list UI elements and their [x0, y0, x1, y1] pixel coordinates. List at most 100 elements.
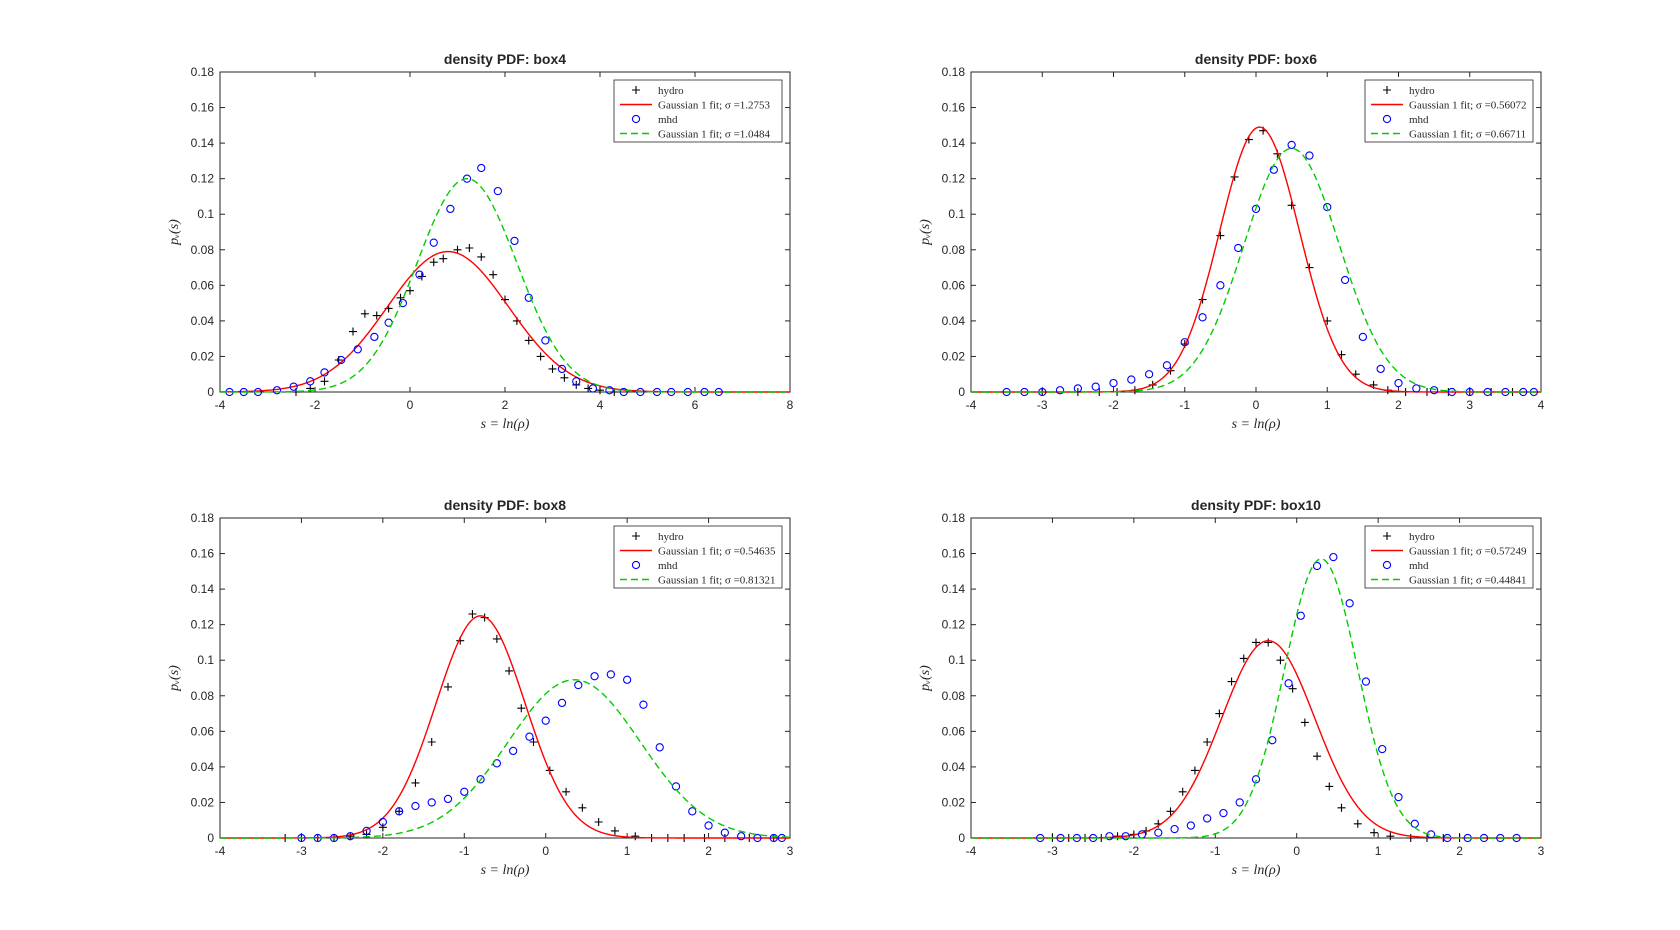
mhd-data-point [1323, 202, 1332, 212]
series-fit-line-1 [220, 615, 790, 839]
hydro-data-point [578, 803, 587, 812]
y-tick-label: 0 [207, 831, 214, 845]
mhd-data-point [720, 828, 730, 837]
x-tick-label: 2 [502, 398, 509, 412]
mhd-data-point [639, 700, 648, 709]
mhd-data-point [1127, 375, 1136, 384]
mhd-data-point [1144, 370, 1154, 379]
series-fit-line-3 [220, 679, 791, 839]
x-tick-label: -2 [310, 398, 321, 412]
legend-label: Gaussian 1 fit; σ =0.66711 [1409, 129, 1526, 141]
hydro-data-point [395, 807, 404, 816]
legend-label: mhd [1409, 560, 1429, 572]
mhd-data-point [1109, 378, 1118, 388]
x-tick-label: -3 [1047, 844, 1058, 858]
y-tick-label: 0.18 [942, 65, 966, 79]
legend-symbol-plus [1383, 532, 1391, 540]
mhd-data-point [1219, 808, 1228, 818]
hydro-data-point [360, 309, 369, 318]
mhd-data-point [306, 377, 315, 386]
legend-label: hydro [1409, 85, 1435, 97]
legend-label: hydro [658, 531, 684, 543]
hydro-data-point [505, 666, 514, 675]
x-tick-label: -1 [1210, 844, 1221, 858]
hydro-data-point [477, 252, 486, 261]
mhd-data-point [704, 821, 713, 830]
mhd-data-point [460, 787, 469, 796]
hydro-data-point [1252, 638, 1260, 647]
mhd-data-point [1234, 243, 1243, 253]
x-tick-label: -2 [378, 844, 389, 858]
mhd-data-point [588, 384, 598, 393]
hydro-data-point [596, 386, 604, 395]
mhd-data-point [1202, 814, 1212, 823]
y-axis-label: pᵥ(s) [167, 219, 182, 246]
mhd-data-point [320, 368, 329, 377]
hydro-data-point [562, 787, 571, 796]
hydro-data-point [411, 778, 420, 787]
mhd-data-point [1429, 386, 1439, 395]
mhd-data-point [1170, 824, 1179, 834]
mhd-data-point [1394, 792, 1403, 802]
x-axis-label: s = ln(ρ) [481, 863, 530, 878]
x-tick-label: 3 [787, 844, 794, 858]
mhd-data-point [1358, 332, 1368, 342]
y-tick-label: 0.12 [191, 618, 215, 632]
hydro-data-point [594, 818, 603, 826]
x-tick-label: 1 [1324, 398, 1331, 412]
mhd-data-point [1154, 828, 1163, 837]
mhd-data-point [688, 807, 697, 816]
y-tick-label: 0.08 [942, 689, 966, 703]
y-tick-label: 0.18 [942, 511, 966, 525]
x-tick-label: -4 [966, 398, 977, 412]
legend-label: Gaussian 1 fit; σ =0.44841 [1409, 575, 1527, 587]
hydro-data-point [378, 823, 387, 832]
y-tick-label: 0 [958, 831, 965, 845]
mhd-data-point [1121, 832, 1130, 841]
y-tick-label: 0.16 [191, 101, 215, 115]
mhd-data-point [1305, 151, 1314, 160]
legend-box [613, 79, 783, 143]
y-tick-label: 0.1 [197, 653, 214, 667]
y-tick-label: 0.14 [191, 582, 215, 596]
x-tick-label: 4 [597, 398, 604, 412]
y-tick-label: 0.06 [191, 278, 215, 292]
y-tick-label: 0.06 [191, 724, 215, 738]
x-tick-label: 3 [1538, 844, 1545, 858]
hydro-data-point [1353, 819, 1362, 828]
series-fit-line-3 [971, 558, 1541, 839]
mhd-data-point [1216, 281, 1225, 290]
mhd-data-point [605, 386, 614, 395]
y-tick-label: 0.02 [191, 349, 215, 363]
x-tick-label: 2 [1395, 398, 1402, 412]
mhd-data-point [541, 716, 550, 725]
hydro-data-point [548, 364, 557, 373]
y-tick-label: 0.08 [191, 689, 215, 703]
y-tick-label: 0.12 [191, 172, 215, 186]
mhd-data-point [557, 698, 567, 708]
x-tick-label: 6 [692, 398, 699, 412]
mhd-data-point [590, 672, 599, 681]
hydro-data-point [320, 377, 329, 386]
legend-label: Gaussian 1 fit; σ =0.54635 [658, 546, 776, 558]
mhd-data-point [524, 293, 533, 302]
x-tick-label: 8 [787, 398, 794, 412]
mhd-data-point [289, 382, 298, 391]
legend-symbol-circle [1382, 114, 1392, 124]
chart-title: density PDF: box8 [444, 497, 566, 513]
mhd-data-point [736, 832, 746, 841]
chart-panel-0: density PDF: box4 -4 -2 0 2 4 6 8 0 0.02 0.04 0.06 0… [167, 51, 794, 432]
hydro-data-point [1370, 828, 1379, 837]
mhd-data-point [362, 826, 371, 836]
mhd-data-point [1329, 552, 1338, 562]
legend-symbol-circle [631, 114, 641, 124]
y-tick-label: 0.04 [191, 314, 215, 328]
x-axis-label: s = ln(ρ) [1232, 417, 1281, 432]
x-tick-label: -1 [1179, 398, 1190, 412]
hydro-data-point [427, 738, 436, 746]
legend-box [1364, 525, 1534, 589]
x-tick-label: -2 [1129, 844, 1140, 858]
y-tick-label: 0.08 [942, 243, 966, 257]
y-tick-label: 0.16 [942, 101, 966, 115]
y-tick-label: 0.02 [191, 795, 215, 809]
